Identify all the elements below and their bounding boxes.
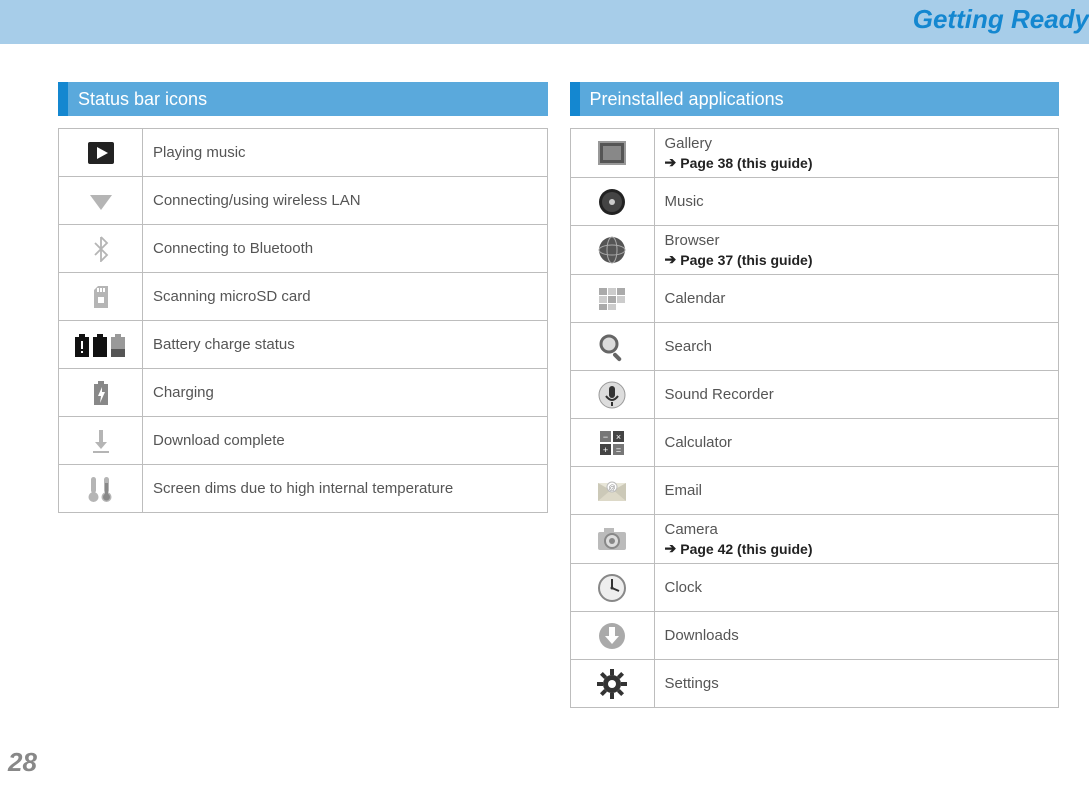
email-icon: @ [570, 467, 654, 515]
wifi-icon [59, 177, 143, 225]
gallery-icon [570, 129, 654, 178]
page-ref: ➔Page 38 (this guide) [665, 154, 1049, 171]
svg-text:+: + [603, 445, 608, 455]
calendar-icon [570, 275, 654, 323]
calculator-icon: −× + = [570, 419, 654, 467]
cell-text: Download complete [143, 417, 548, 465]
table-row: Music [570, 178, 1059, 226]
status-icons-table: Playing music Connecting/using wireless … [58, 128, 548, 513]
bluetooth-icon [59, 225, 143, 273]
cell-text: Scanning microSD card [143, 273, 548, 321]
table-row: −× + = Calculator [570, 419, 1059, 467]
search-icon [570, 323, 654, 371]
page-number: 28 [8, 747, 37, 778]
play-music-icon [59, 129, 143, 177]
table-row: Connecting to Bluetooth [59, 225, 548, 273]
table-row: Clock [570, 564, 1059, 612]
battery-status-icon [59, 321, 143, 369]
cell-text: Sound Recorder [654, 371, 1059, 419]
page-ref: ➔Page 37 (this guide) [665, 251, 1049, 268]
table-row: Sound Recorder [570, 371, 1059, 419]
downloads-icon [570, 612, 654, 660]
camera-icon [570, 515, 654, 564]
svg-text:−: − [603, 432, 608, 442]
browser-icon [570, 226, 654, 275]
cell-text: Camera ➔Page 42 (this guide) [654, 515, 1059, 564]
cell-text: Clock [654, 564, 1059, 612]
clock-icon [570, 564, 654, 612]
table-row: Camera ➔Page 42 (this guide) [570, 515, 1059, 564]
cell-text: Screen dims due to high internal tempera… [143, 465, 548, 513]
app-name: Gallery [665, 135, 1049, 152]
page-ref: ➔Page 42 (this guide) [665, 540, 1049, 557]
cell-text: Charging [143, 369, 548, 417]
cell-text: Music [654, 178, 1059, 226]
cell-text: Search [654, 323, 1059, 371]
table-row: Downloads [570, 612, 1059, 660]
charging-icon [59, 369, 143, 417]
download-complete-icon [59, 417, 143, 465]
cell-text: Settings [654, 660, 1059, 708]
table-row: Playing music [59, 129, 548, 177]
settings-icon [570, 660, 654, 708]
arrow-right-icon: ➔ [665, 540, 677, 557]
app-name: Camera [665, 521, 1049, 538]
table-row: Settings [570, 660, 1059, 708]
svg-text:=: = [616, 445, 621, 455]
microsd-icon [59, 273, 143, 321]
svg-text:@: @ [608, 485, 615, 492]
page-title: Getting Ready [913, 4, 1089, 35]
cell-text: Battery charge status [143, 321, 548, 369]
section-title: Status bar icons [68, 82, 548, 116]
section-accent [58, 82, 68, 116]
cell-text: Calculator [654, 419, 1059, 467]
arrow-right-icon: ➔ [665, 251, 677, 268]
cell-text: Calendar [654, 275, 1059, 323]
thermometer-icon [59, 465, 143, 513]
table-row: Calendar [570, 275, 1059, 323]
svg-text:×: × [616, 432, 621, 442]
section-header-status: Status bar icons [58, 82, 548, 116]
right-column: Preinstalled applications Gallery ➔Page … [570, 82, 1060, 708]
table-row: Connecting/using wireless LAN [59, 177, 548, 225]
music-icon [570, 178, 654, 226]
table-row: Battery charge status [59, 321, 548, 369]
cell-text: Connecting/using wireless LAN [143, 177, 548, 225]
left-column: Status bar icons Playing music Connectin… [58, 82, 548, 708]
cell-text: Playing music [143, 129, 548, 177]
table-row: Charging [59, 369, 548, 417]
table-row: Search [570, 323, 1059, 371]
content-columns: Status bar icons Playing music Connectin… [58, 82, 1059, 708]
section-title: Preinstalled applications [580, 82, 1060, 116]
app-name: Browser [665, 232, 1049, 249]
table-row: Download complete [59, 417, 548, 465]
section-accent [570, 82, 580, 116]
cell-text: Email [654, 467, 1059, 515]
table-row: Scanning microSD card [59, 273, 548, 321]
cell-text: Browser ➔Page 37 (this guide) [654, 226, 1059, 275]
table-row: @ Email [570, 467, 1059, 515]
sound-recorder-icon [570, 371, 654, 419]
table-row: Screen dims due to high internal tempera… [59, 465, 548, 513]
section-header-apps: Preinstalled applications [570, 82, 1060, 116]
table-row: Browser ➔Page 37 (this guide) [570, 226, 1059, 275]
table-row: Gallery ➔Page 38 (this guide) [570, 129, 1059, 178]
arrow-right-icon: ➔ [665, 154, 677, 171]
cell-text: Connecting to Bluetooth [143, 225, 548, 273]
cell-text: Gallery ➔Page 38 (this guide) [654, 129, 1059, 178]
apps-table: Gallery ➔Page 38 (this guide) Music Br [570, 128, 1060, 708]
cell-text: Downloads [654, 612, 1059, 660]
